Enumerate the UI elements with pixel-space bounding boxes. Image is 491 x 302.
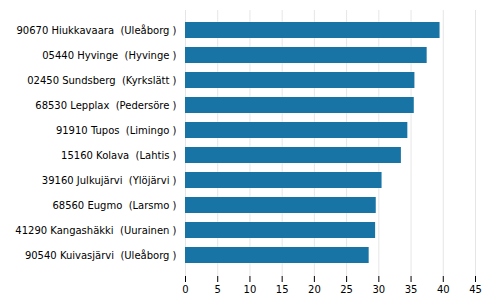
- svg-text:15160 Kolava (Lahtis ): 15160 Kolava (Lahtis ): [61, 150, 177, 161]
- svg-text:35: 35: [405, 284, 418, 295]
- svg-text:02450 Sundsberg (Kyrkslätt ): 02450 Sundsberg (Kyrkslätt ): [27, 75, 176, 86]
- svg-text:91910 Tupos (Limingo ): 91910 Tupos (Limingo ): [56, 125, 177, 136]
- svg-text:45: 45: [469, 284, 482, 295]
- svg-text:90540 Kuivasjärvi (Uleåborg ): 90540 Kuivasjärvi (Uleåborg ): [25, 249, 177, 261]
- svg-text:05440 Hyvinge (Hyvinge ): 05440 Hyvinge (Hyvinge ): [42, 50, 176, 61]
- svg-text:10: 10: [244, 284, 257, 295]
- svg-text:39160 Julkujärvi (Ylöjärvi ): 39160 Julkujärvi (Ylöjärvi ): [42, 175, 177, 186]
- svg-text:90670 Hiukkavaara (Uleåborg ): 90670 Hiukkavaara (Uleåborg ): [16, 24, 176, 36]
- svg-text:20: 20: [308, 284, 321, 295]
- svg-text:68560 Eugmo (Larsmo ): 68560 Eugmo (Larsmo ): [52, 200, 176, 211]
- svg-text:25: 25: [340, 284, 353, 295]
- svg-text:41290 Kangashäkki (Uurainen ): 41290 Kangashäkki (Uurainen ): [15, 225, 176, 236]
- svg-text:0: 0: [182, 284, 188, 295]
- svg-text:68530 Lepplax (Pedersöre ): 68530 Lepplax (Pedersöre ): [35, 100, 176, 111]
- svg-text:40: 40: [437, 284, 450, 295]
- svg-text:15: 15: [276, 284, 289, 295]
- svg-text:5: 5: [215, 284, 221, 295]
- svg-text:30: 30: [372, 284, 385, 295]
